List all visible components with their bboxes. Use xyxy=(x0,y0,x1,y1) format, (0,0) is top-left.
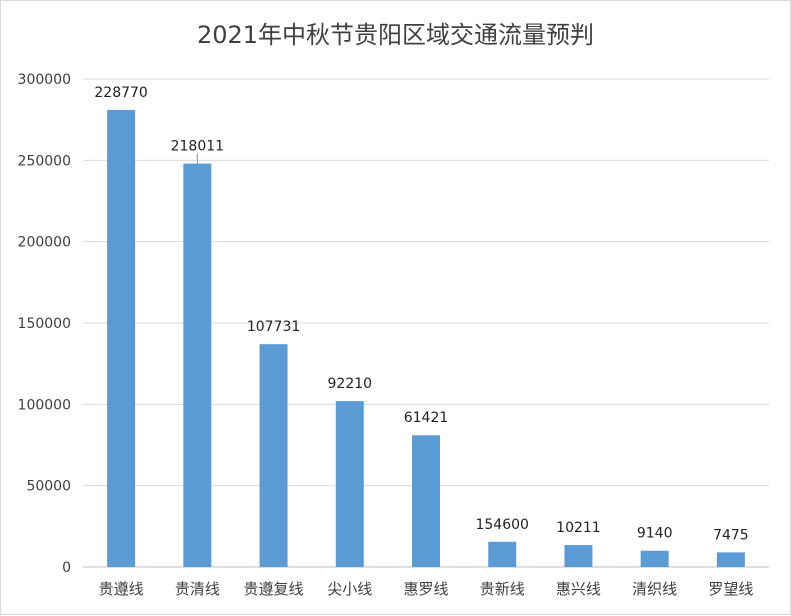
x-tick-label: 贵遵线 xyxy=(99,580,144,598)
bar xyxy=(564,545,593,567)
y-tick-label: 250000 xyxy=(18,153,71,169)
data-label: 154600 xyxy=(475,517,528,533)
bar xyxy=(335,401,364,567)
data-label: 61421 xyxy=(404,410,449,426)
bar xyxy=(259,344,288,567)
x-tick-label: 贵清线 xyxy=(175,580,220,598)
bar xyxy=(640,550,669,567)
x-tick-label: 尖小线 xyxy=(327,580,372,598)
data-label: 228770 xyxy=(94,85,147,101)
x-tick-label: 惠罗线 xyxy=(403,580,448,598)
data-label: 10211 xyxy=(556,520,601,536)
bar xyxy=(107,109,136,567)
x-tick-label: 罗望线 xyxy=(708,580,753,598)
x-tick-label: 惠兴线 xyxy=(556,580,601,598)
data-label: 218011 xyxy=(171,139,224,155)
x-tick-label: 清织线 xyxy=(632,580,677,598)
bars xyxy=(107,109,745,567)
data-label: 107731 xyxy=(247,319,300,335)
y-axis-ticks: 0 50000 100000 150000 200000 250000 300000 xyxy=(18,72,71,576)
data-label: 92210 xyxy=(328,376,373,392)
data-label: 9140 xyxy=(637,526,673,542)
bar xyxy=(488,541,517,567)
x-tick-label: 贵新线 xyxy=(480,580,525,598)
y-tick-label: 200000 xyxy=(18,235,71,251)
data-labels: 228770 218011 107731 92210 61421 154600 10211 9… xyxy=(94,85,748,543)
y-tick-label: 100000 xyxy=(18,397,71,413)
bar xyxy=(716,552,745,567)
y-tick-label: 150000 xyxy=(18,316,71,332)
bar xyxy=(183,163,212,567)
bar xyxy=(412,435,440,567)
chart-title: 2021年中秋节贵阳区域交通流量预判 xyxy=(196,21,595,49)
y-tick-label: 50000 xyxy=(26,479,71,495)
y-tick-label: 300000 xyxy=(18,72,71,88)
x-axis-labels: 贵遵线 贵清线 贵遵复线 尖小线 惠罗线 贵新线 惠兴线 清织线 罗望线 xyxy=(99,580,754,598)
data-label: 7475 xyxy=(713,527,749,543)
x-tick-label: 贵遵复线 xyxy=(244,580,304,598)
y-tick-label: 0 xyxy=(62,560,71,576)
